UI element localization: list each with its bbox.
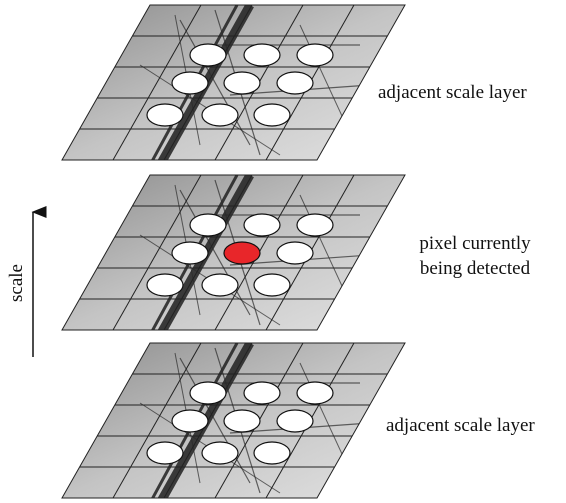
neighbor-pixel bbox=[277, 410, 313, 432]
layer-label: pixel currently bbox=[419, 233, 531, 254]
neighbor-pixel bbox=[254, 104, 290, 126]
neighbor-pixel bbox=[172, 410, 208, 432]
neighbor-pixel bbox=[254, 442, 290, 464]
neighbor-pixel bbox=[172, 72, 208, 94]
neighbor-pixel bbox=[172, 242, 208, 264]
layer-label: being detected bbox=[420, 258, 531, 279]
layer bbox=[62, 175, 405, 335]
neighbor-pixel bbox=[147, 274, 183, 296]
neighbor-pixel bbox=[254, 274, 290, 296]
neighbor-pixel bbox=[147, 442, 183, 464]
axis-label: scale bbox=[6, 264, 27, 302]
neighbor-pixel bbox=[190, 382, 226, 404]
neighbor-pixel bbox=[224, 72, 260, 94]
neighbor-pixel bbox=[244, 382, 280, 404]
neighbor-pixel bbox=[202, 104, 238, 126]
neighbor-pixel bbox=[244, 44, 280, 66]
layer-label: adjacent scale layer bbox=[386, 415, 535, 436]
layers bbox=[62, 5, 405, 503]
diagram: scale adjacent scale layer pixel current… bbox=[0, 0, 566, 503]
neighbor-pixel bbox=[297, 382, 333, 404]
detected-pixel bbox=[224, 242, 260, 264]
neighbor-pixel bbox=[190, 44, 226, 66]
neighbor-pixel bbox=[277, 242, 313, 264]
neighbor-pixel bbox=[297, 44, 333, 66]
neighbor-pixel bbox=[147, 104, 183, 126]
layer-label: adjacent scale layer bbox=[378, 82, 527, 103]
neighbor-pixel bbox=[244, 214, 280, 236]
neighbor-pixel bbox=[202, 442, 238, 464]
neighbor-pixel bbox=[297, 214, 333, 236]
layer bbox=[62, 5, 405, 165]
neighbor-pixel bbox=[190, 214, 226, 236]
neighbor-pixel bbox=[224, 410, 260, 432]
layer bbox=[62, 343, 405, 503]
neighbor-pixel bbox=[202, 274, 238, 296]
neighbor-pixel bbox=[277, 72, 313, 94]
